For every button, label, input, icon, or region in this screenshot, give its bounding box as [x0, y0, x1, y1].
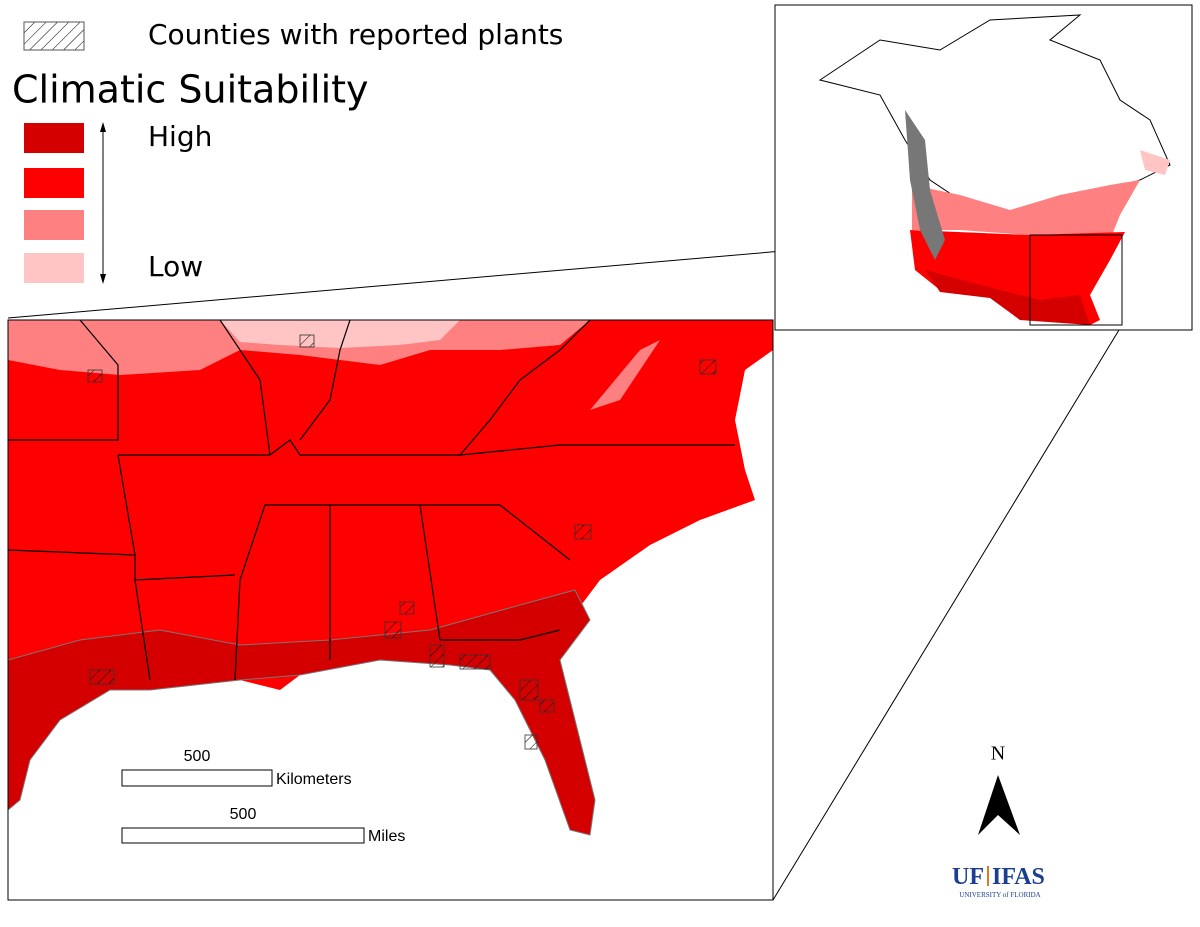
- arrow-head-down: [100, 274, 106, 284]
- scale-unit: Miles: [368, 828, 405, 845]
- main-map-frame: [7, 319, 774, 901]
- swatch-low: [24, 210, 84, 240]
- legend-title: Climatic Suitability: [12, 68, 369, 112]
- state-borders: [8, 320, 735, 681]
- swatch-very-low: [24, 253, 84, 283]
- swatch-high: [24, 168, 84, 198]
- high-label: High: [148, 120, 212, 153]
- connector: [772, 324, 1123, 901]
- arrow-head-up: [100, 122, 106, 132]
- north-arrow: [978, 775, 1020, 835]
- scale-unit: Kilometers: [276, 771, 352, 788]
- north-label: N: [991, 743, 1005, 765]
- scale-bar: [121, 827, 365, 844]
- scale-value: 500: [184, 748, 211, 765]
- hatch-swatch: [23, 21, 85, 51]
- scale-value: 500: [230, 806, 257, 823]
- reported-counties: [87, 334, 717, 750]
- connector: [7, 239, 911, 319]
- hatch-label: Counties with reported plants: [148, 18, 563, 51]
- logo-secondary: IFAS: [992, 864, 1045, 890]
- main-map: [8, 320, 773, 900]
- inset-extent-box: [1029, 234, 1123, 326]
- low-label: Low: [148, 250, 203, 283]
- inset-map: [818, 14, 1171, 326]
- logo-primary: UF: [952, 864, 984, 890]
- swatch-very-high: [24, 123, 84, 153]
- logo-tagline: UNIVERSITY of FLORIDA: [959, 891, 1040, 899]
- scale-bar: [121, 769, 273, 787]
